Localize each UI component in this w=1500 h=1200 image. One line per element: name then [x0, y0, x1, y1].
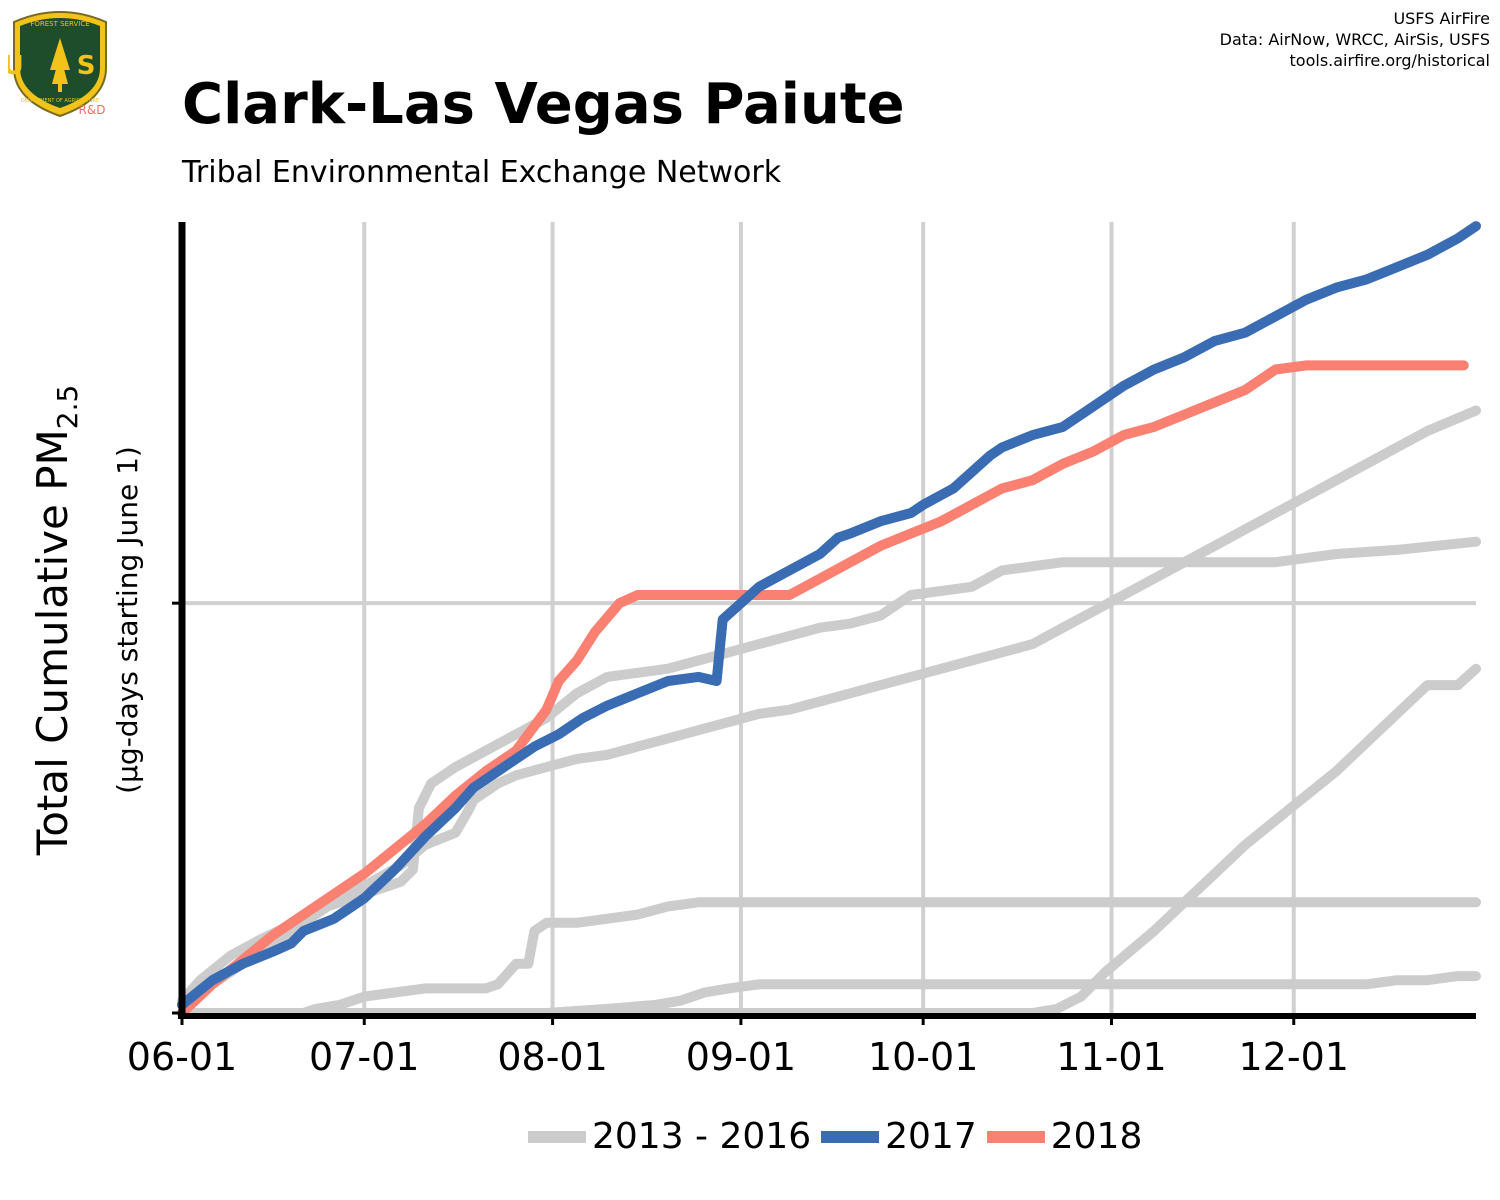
usfs-logo: FOREST SERVICE U S DEPARTMENT OF AGRICUL…	[3, 8, 112, 120]
series-line-history-1	[177, 536, 1481, 1010]
logo-bottom-text: DEPARTMENT OF AGRICULTURE	[21, 98, 99, 104]
y-axis-note: (µg-days starting June 1)	[111, 446, 144, 794]
legend-swatch-2017	[821, 1130, 880, 1143]
credit-line: Data: AirNow, WRCC, AirSis, USFS	[1219, 30, 1490, 49]
logo-top-text: FOREST SERVICE	[30, 20, 89, 28]
series-line-history-2	[177, 897, 1481, 1018]
series-line-history-4	[177, 663, 1481, 1018]
logo-letters: U S	[8, 51, 112, 81]
chart-subtitle: Tribal Environmental Exchange Network	[182, 155, 782, 190]
y-axis-label: Total Cumulative PM2.5	[28, 385, 84, 857]
logo-badge: R&D	[79, 103, 106, 117]
legend-swatch-2018	[986, 1130, 1045, 1143]
chart-title: Clark-Las Vegas Paiute	[182, 72, 905, 137]
y-axis-label-subscript: 2.5	[51, 385, 84, 430]
series-line-history-0	[177, 405, 1481, 1006]
legend-label-2017: 2017	[885, 1116, 977, 1157]
y-axis-label-svg: Total Cumulative PM2.5 (µg-days starting…	[28, 385, 144, 857]
series-line-2018	[177, 360, 1469, 1018]
credit-line: tools.airfire.org/historical	[1289, 51, 1490, 70]
x-tick-label: 10-01	[868, 1035, 978, 1079]
legend-item-2017: 2017	[821, 1116, 977, 1157]
x-tick-label: 11-01	[1056, 1035, 1166, 1079]
series-line-history-3	[177, 971, 1481, 1018]
legend-label-2018: 2018	[1050, 1116, 1143, 1157]
y-axis-label-main: Total Cumulative PM	[28, 429, 77, 856]
credits: USFS AirFire Data: AirNow, WRCC, AirSis,…	[1220, 8, 1490, 71]
x-tick-label: 07-01	[309, 1035, 419, 1079]
y-axis-label-group: Total Cumulative PM2.5 (µg-days starting…	[15, 360, 145, 880]
usfs-shield-icon: FOREST SERVICE U S DEPARTMENT OF AGRICUL…	[3, 11, 112, 118]
legend-swatch-history	[528, 1130, 586, 1143]
credit-line: USFS AirFire	[1393, 9, 1490, 28]
legend-item-history: 2013 - 2016	[528, 1116, 811, 1157]
legend: 2013 - 2016 2017 2018	[528, 1116, 1152, 1157]
legend-item-2018: 2018	[986, 1116, 1143, 1157]
x-tick-label: 08-01	[497, 1035, 607, 1079]
tick-layer: 06-01 07-01 08-01 09-01 10-01 11-01 12-01	[127, 601, 1349, 1079]
x-tick-label: 09-01	[686, 1035, 796, 1079]
x-tick-label: 12-01	[1239, 1035, 1349, 1079]
series-layer	[177, 221, 1481, 1018]
series-line-2017	[177, 221, 1481, 1010]
axes-layer	[178, 222, 1476, 1019]
legend-label-history: 2013 - 2016	[592, 1116, 812, 1157]
x-tick-label: 06-01	[127, 1035, 237, 1079]
